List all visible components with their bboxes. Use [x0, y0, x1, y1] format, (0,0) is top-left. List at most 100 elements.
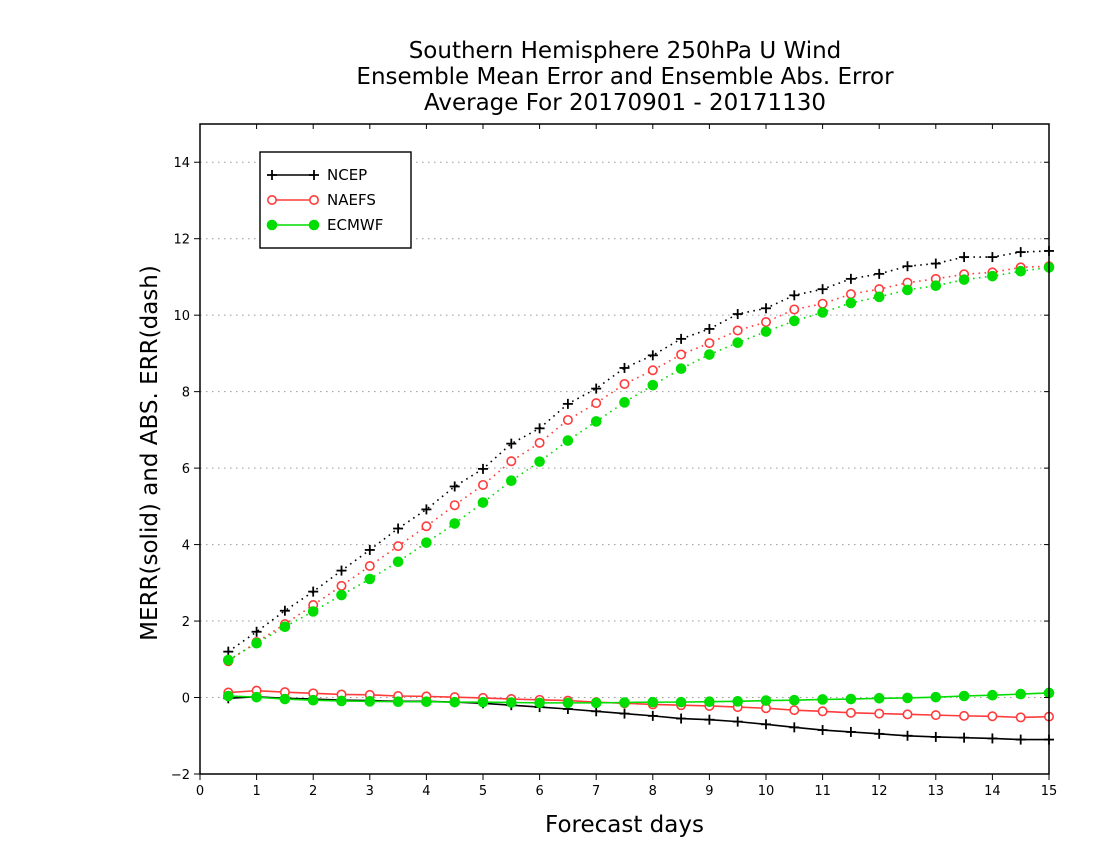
- ncep-merr-point: [845, 726, 856, 737]
- ncep-abs-err-point: [562, 398, 573, 409]
- ncep-abs-err-point: [902, 261, 913, 272]
- x-tick-label: 2: [309, 784, 317, 799]
- naefs-abs-err-point: [562, 414, 573, 425]
- ecmwf-abs-err-point: [392, 556, 404, 568]
- x-tick-label: 0: [196, 784, 204, 799]
- series-ecmwf: [223, 262, 1055, 709]
- ecmwf-merr-point: [562, 697, 574, 709]
- ecmwf-merr-point: [279, 693, 291, 705]
- ecmwf-merr-point: [958, 690, 970, 702]
- ecmwf-abs-err-point: [704, 349, 715, 360]
- ecmwf-merr-point: [647, 696, 659, 708]
- ecmwf-abs-err-point: [817, 307, 828, 318]
- x-tick-label: 13: [928, 784, 945, 799]
- naefs-merr-point: [1015, 712, 1026, 723]
- x-tick-label: 8: [649, 784, 657, 799]
- naefs-abs-err-point: [817, 298, 828, 309]
- ecmwf-merr-point: [392, 696, 404, 708]
- ecmwf-abs-err-point: [760, 326, 772, 337]
- ncep-abs-err-point: [421, 504, 432, 515]
- ecmwf-merr-point: [477, 696, 489, 708]
- ecmwf-abs-err-point: [534, 456, 545, 467]
- ecmwf-merr-point: [590, 697, 602, 709]
- legend-label-naefs: NAEFS: [327, 191, 376, 209]
- ncep-abs-err-point: [591, 383, 602, 394]
- naefs-abs-err-point: [704, 338, 715, 349]
- ecmwf-merr-point: [873, 692, 885, 704]
- ecmwf-merr-point: [307, 694, 319, 706]
- naefs-abs-err-point: [421, 521, 432, 532]
- ncep-merr-point: [987, 733, 998, 744]
- naefs-merr-point: [902, 709, 913, 720]
- y-tick-label: 8: [182, 386, 190, 401]
- plot-frame: [199, 123, 1050, 775]
- naefs-abs-err-point: [789, 304, 800, 315]
- ecmwf-abs-err-point: [562, 435, 574, 446]
- ncep-merr-point: [676, 713, 687, 724]
- ecmwf-abs-err-point: [789, 315, 800, 327]
- chart-title: Southern Hemisphere 250hPa U Wind Ensemb…: [356, 38, 894, 116]
- naefs-abs-err-point: [845, 289, 856, 300]
- naefs-merr-point: [874, 708, 885, 719]
- y-tick-label: 12: [173, 233, 190, 248]
- plot-series: [223, 245, 1055, 745]
- ncep-abs-err-point: [279, 605, 290, 616]
- ncep-abs-err-point: [534, 423, 545, 434]
- naefs-abs-err-point: [364, 560, 375, 571]
- ncep-abs-err-point: [789, 290, 800, 301]
- ecmwf-abs-err-point: [647, 379, 659, 391]
- ecmwf-abs-err-point: [590, 416, 602, 427]
- legend-marker-naefs: [266, 195, 277, 206]
- x-tick-label: 14: [984, 784, 1001, 799]
- ecmwf-merr-point: [987, 689, 998, 701]
- ecmwf-merr-point: [760, 695, 772, 706]
- naefs-abs-err-point: [760, 317, 771, 328]
- x-tick-label: 7: [592, 784, 600, 799]
- legend-label-ecmwf: ECMWF: [327, 216, 383, 234]
- ecmwf-abs-err-point: [845, 297, 857, 309]
- ecmwf-abs-err-point: [477, 497, 489, 508]
- ecmwf-merr-point: [817, 694, 828, 705]
- y-tick-label: 6: [182, 462, 190, 477]
- legend-marker-naefs: [308, 195, 319, 206]
- naefs-merr-point: [817, 706, 828, 717]
- naefs-abs-err-point: [393, 541, 404, 552]
- ncep-merr-point: [732, 716, 743, 727]
- y-tick-label: −2: [171, 768, 190, 783]
- naefs-abs-err-point: [336, 580, 347, 591]
- ncep-abs-err-point: [449, 481, 460, 492]
- series-ncep: [223, 245, 1054, 745]
- ecmwf-merr-point: [364, 696, 376, 707]
- y-tick-label: 2: [182, 615, 190, 630]
- y-tick-label: 14: [173, 156, 190, 171]
- x-tick-label: 15: [1041, 784, 1058, 799]
- ecmwf-abs-err-point: [1015, 265, 1027, 277]
- ncep-abs-err-point: [874, 268, 885, 279]
- ecmwf-abs-err-point: [421, 537, 432, 548]
- ecmwf-abs-err-point: [506, 475, 517, 487]
- naefs-abs-err-point: [619, 378, 630, 389]
- naefs-merr-line: [228, 689, 1050, 719]
- series-naefs: [223, 261, 1055, 723]
- ncep-abs-err-point: [1015, 247, 1026, 258]
- ecmwf-merr-point: [251, 691, 262, 703]
- ncep-abs-err-point: [336, 565, 347, 576]
- legend-marker-ecmwf: [308, 219, 320, 231]
- ncep-merr-point: [704, 714, 715, 725]
- x-tick-label: 6: [535, 784, 543, 799]
- ecmwf-merr-point: [732, 696, 744, 707]
- x-tick-label: 12: [871, 784, 888, 799]
- ncep-abs-err-point: [478, 463, 488, 474]
- ncep-abs-err-line: [227, 250, 1050, 653]
- ncep-abs-err-point: [308, 586, 319, 597]
- y-axis-label: MERR(solid) and ABS. ERR(dash): [137, 265, 163, 641]
- title-line-1: Southern Hemisphere 250hPa U Wind: [409, 38, 842, 64]
- ncep-merr-point: [902, 730, 913, 741]
- x-tick-label: 9: [705, 784, 713, 799]
- naefs-abs-err-point: [477, 479, 488, 490]
- naefs-merr-point: [789, 705, 800, 716]
- ecmwf-merr-point: [930, 691, 942, 703]
- x-tick-label: 11: [814, 784, 831, 799]
- ecmwf-merr-point: [534, 697, 545, 709]
- ecmwf-abs-err-point: [279, 621, 291, 633]
